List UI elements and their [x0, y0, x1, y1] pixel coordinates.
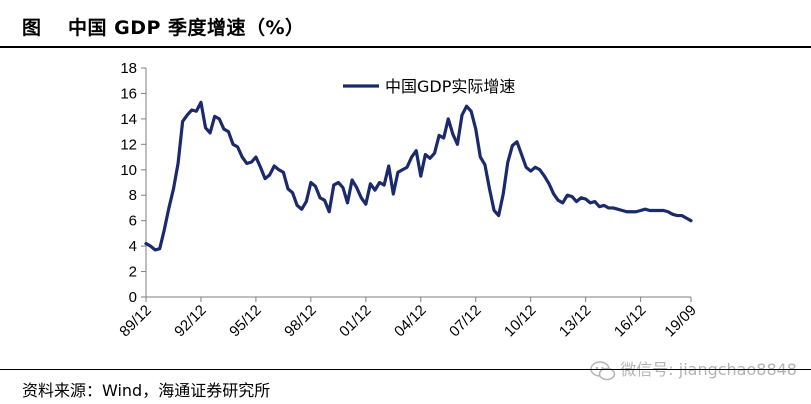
figure-header: 图 中国 GDP 季度增速（%）: [0, 0, 811, 48]
x-tick-label: 04/12: [391, 302, 430, 341]
y-tick-label: 14: [120, 111, 137, 128]
y-tick-label: 12: [120, 136, 137, 153]
x-axis: 89/12 92/12 95/12 98/12 01/12 04/12 07/12 10/12…: [116, 296, 700, 341]
series-layer: [144, 100, 693, 252]
x-tick-label: 01/12: [336, 302, 375, 341]
wechat-icon: [590, 360, 616, 380]
y-tick-label: 18: [120, 60, 137, 77]
y-tick-label: 8: [129, 187, 137, 204]
chart-title: 中国 GDP 季度增速（%）: [68, 17, 305, 39]
x-tick-label: 10/12: [501, 302, 540, 341]
y-tick-label: 6: [129, 213, 137, 230]
y-tick-label: 2: [129, 264, 137, 281]
x-tick-label: 92/12: [171, 302, 210, 341]
x-tick-label: 19/09: [661, 302, 700, 341]
legend: 中国GDP实际增速: [343, 77, 515, 96]
legend-label: 中国GDP实际增速: [385, 77, 515, 96]
x-tick-label: 95/12: [226, 302, 265, 341]
y-tick-label: 0: [129, 289, 137, 306]
x-tick-label: 16/12: [611, 302, 650, 341]
y-tick-label: 10: [120, 162, 137, 179]
source-footer: 资料来源：Wind，海通证券研究所: [0, 369, 811, 404]
gdp-line-chart: 0 2 4 6 8 10 12 14 16 18 89/12 92/12 95/12 98/12 01/1…: [116, 60, 700, 341]
source-note: 资料来源：Wind，海通证券研究所: [22, 381, 271, 400]
x-tick-label: 89/12: [116, 302, 155, 341]
x-tick-label: 13/12: [556, 302, 595, 341]
series-line-gdp-growth: [144, 100, 693, 252]
y-axis: 0 2 4 6 8 10 12 14 16 18: [120, 60, 147, 306]
figure-label: 图: [22, 17, 42, 39]
x-tick-label: 98/12: [281, 302, 320, 341]
y-tick-label: 4: [129, 238, 137, 255]
y-tick-label: 16: [120, 85, 137, 102]
x-tick-label: 07/12: [446, 302, 485, 341]
